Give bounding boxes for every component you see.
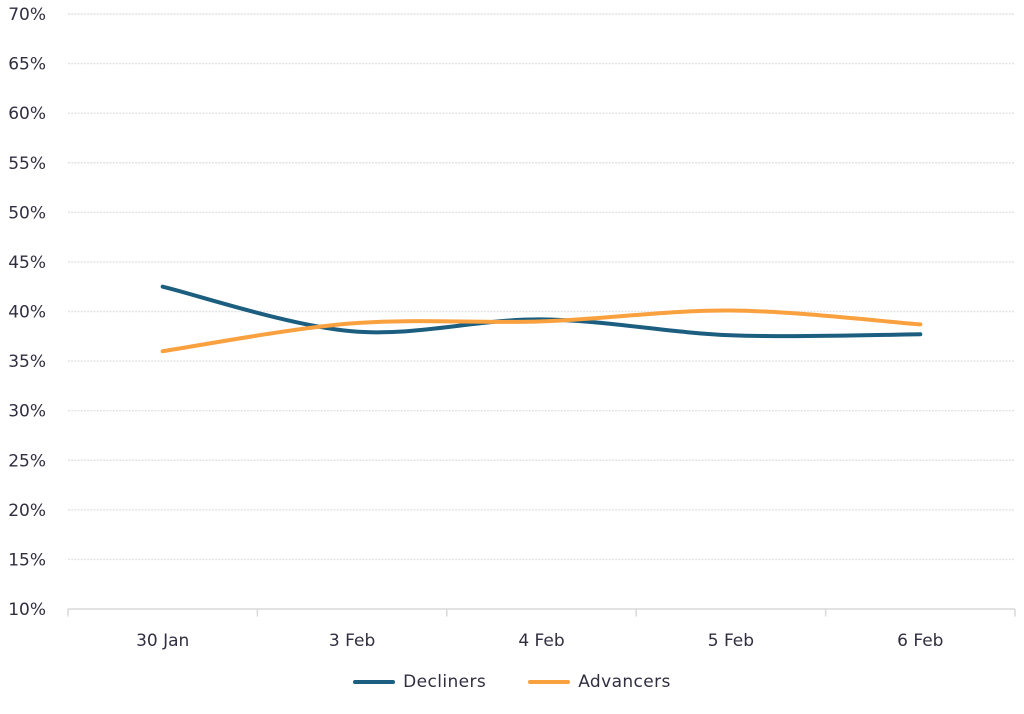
y-tick-label-30: 30% [8,402,46,422]
y-tick-label-55: 55% [8,154,46,174]
y-tick-label-70: 70% [8,5,46,25]
y-tick-label-65: 65% [8,55,46,75]
advancers-line-swatch [528,680,571,684]
y-tick-label-10: 10% [8,600,46,620]
legend-label-decliners: Decliners [403,672,487,692]
x-tick-label-5-feb: 5 Feb [708,631,754,651]
plot-area: 10% 15% 20% 25% 30% 35% 40% 45% 50% 55% 60% 65% 70% 3… [8,5,1016,651]
legend: Decliners Advancers [0,672,1024,692]
y-tick-label-15: 15% [8,550,46,570]
y-tick-label-45: 45% [8,253,46,273]
x-tick-label-4-feb: 4 Feb [518,631,564,651]
x-tick-label-3-feb: 3 Feb [329,631,375,651]
legend-label-advancers: Advancers [578,672,671,692]
y-tick-label-20: 20% [8,501,46,521]
x-tick-label-30-jan: 30 Jan [136,631,189,651]
y-tick-label-60: 60% [8,104,46,124]
decliners-line-swatch [353,680,396,684]
legend-item-decliners: Decliners [353,672,486,692]
y-tick-label-35: 35% [8,352,46,372]
y-tick-label-25: 25% [8,451,46,471]
legend-item-advancers: Advancers [528,672,671,692]
y-tick-label-40: 40% [8,303,46,323]
series-line-advancers [160,308,923,354]
x-tick-label-6-feb: 6 Feb [897,631,943,651]
y-tick-label-50: 50% [8,203,46,223]
